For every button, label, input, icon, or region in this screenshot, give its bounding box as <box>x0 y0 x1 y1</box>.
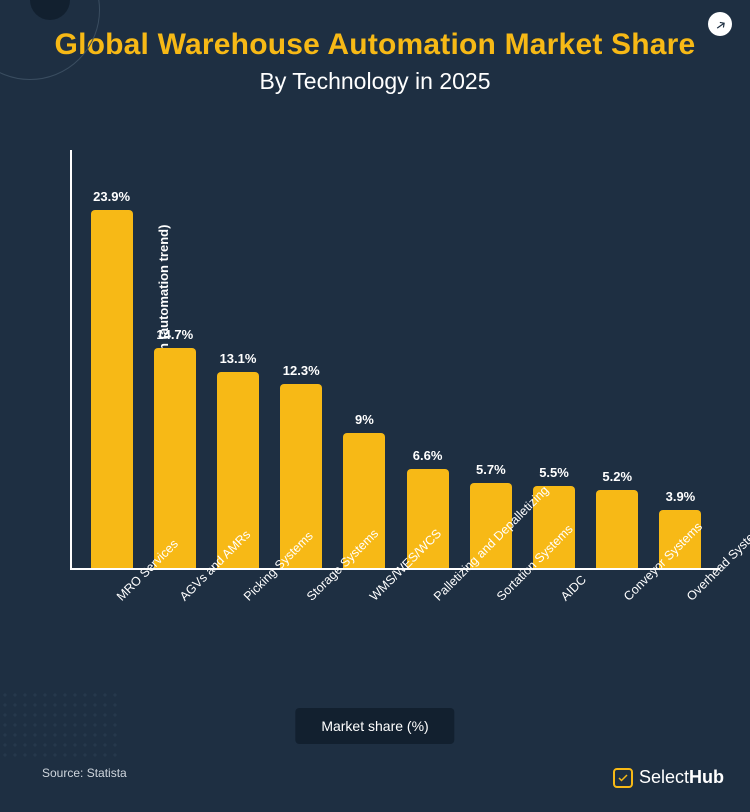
x-tick-label: Palletizing and Depalletizing <box>431 584 451 604</box>
bar <box>91 210 133 569</box>
x-tick-label: AGVs and AMRs <box>177 584 197 604</box>
bar-value-label: 5.7% <box>476 462 506 477</box>
x-tick-label: Storage Systems <box>304 584 324 604</box>
logo-text-select: Select <box>639 767 689 788</box>
decorative-dots <box>0 690 120 760</box>
x-tick-label: Conveyor Systems <box>621 584 641 604</box>
bar-value-label: 6.6% <box>413 448 443 463</box>
bar <box>154 348 196 569</box>
bar-value-label: 23.9% <box>93 189 130 204</box>
share-icon[interactable] <box>708 12 732 36</box>
bar-value-label: 13.1% <box>220 351 257 366</box>
bar-slot: 23.9% <box>80 150 143 568</box>
bar <box>596 490 638 568</box>
logo-text-hub: Hub <box>689 767 724 788</box>
chart-title: Global Warehouse Automation Market Share <box>0 28 750 62</box>
x-tick-label: Sortation Systems <box>494 584 514 604</box>
bar-slot: 3.9% <box>649 150 712 568</box>
plot-area: 23.9% 14.7% 13.1% 12.3% 9% 6.6% 5.7% 5.5% 5.2% 3.… <box>70 150 720 570</box>
selecthub-logo: SelectHub <box>613 767 724 788</box>
source-text: Source: Statista <box>42 766 127 780</box>
bar-value-label: 3.9% <box>666 489 696 504</box>
bar-slot: 12.3% <box>270 150 333 568</box>
logo-checkmark-icon <box>613 768 633 788</box>
x-axis-label: Market share (%) <box>295 708 454 744</box>
bar-slot: 6.6% <box>396 150 459 568</box>
bar-value-label: 9% <box>355 412 374 427</box>
bar-value-label: 12.3% <box>283 363 320 378</box>
bar-slot: 5.2% <box>586 150 649 568</box>
x-tick-label: WMS/WES/WCS <box>367 584 387 604</box>
x-axis-labels: MRO Services AGVs and AMRs Picking Systems… <box>70 576 720 686</box>
x-tick-label: Overhead Systems <box>684 584 704 604</box>
bar-slot: 14.7% <box>143 150 206 568</box>
bar-value-label: 14.7% <box>156 327 193 342</box>
x-tick-label: Picking Systems <box>241 584 261 604</box>
x-tick-label: MRO Services <box>114 584 134 604</box>
bar-value-label: 5.5% <box>539 465 569 480</box>
x-tick-label: AIDC <box>558 584 578 604</box>
bar-value-label: 5.2% <box>602 469 632 484</box>
bar-slot: 9% <box>333 150 396 568</box>
bar-slot: 13.1% <box>206 150 269 568</box>
bar-slot: 5.7% <box>459 150 522 568</box>
chart-subtitle: By Technology in 2025 <box>0 68 750 95</box>
chart-area: Projected market growth (automation tren… <box>70 150 720 570</box>
